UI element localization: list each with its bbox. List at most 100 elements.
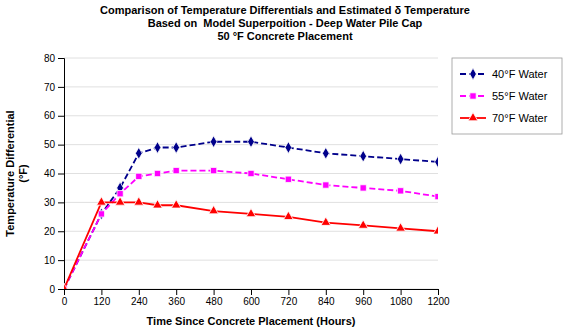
x-tick: 0 [62,289,68,307]
y-tick-mark [58,58,64,59]
y-tick-mark [58,116,64,117]
x-tick: 360 [168,289,185,307]
series-marker [173,142,180,154]
marks [64,136,438,289]
x-tick: 240 [131,289,148,307]
y-tick: 80 [44,53,64,64]
x-tick-mark [288,289,289,295]
series-marker [433,226,438,234]
x-tick: 120 [94,289,111,307]
legend-box [452,58,562,134]
x-axis-label: Time Since Concrete Placement (Hours) [147,315,356,327]
grid-line [64,86,438,87]
grid-line [64,115,438,116]
y-tick: 30 [44,197,64,208]
series-marker [435,156,438,168]
x-tick: 1200 [427,289,450,307]
series-marker [153,200,163,208]
title-line: Based on Model Superpoition - Deep Water… [148,17,423,29]
y-tick-label: 40 [44,168,56,179]
legend-label: 55°F Water [492,90,548,102]
chart: Comparison of Temperature Differentials … [0,0,570,333]
y-tick-label: 10 [44,255,56,266]
series-marker [134,197,144,205]
x-tick-label: 1080 [390,296,413,307]
series-marker [248,136,255,148]
y-tick-label: 60 [44,110,56,121]
y-tick-mark [58,87,64,88]
y-tick-mark [58,202,64,203]
legend-marker [470,68,477,80]
x-tick-label: 0 [62,296,68,307]
title: Comparison of Temperature Differentials … [100,4,470,42]
legend-item: 40°F Water [460,68,548,80]
y-tick: 60 [44,110,64,121]
plot: 0120240360480600720840960108012000102030… [44,53,450,307]
x-tick: 960 [355,289,372,307]
title-line: 50 °F Concrete Placement [217,30,353,42]
series-marker [154,170,160,176]
legend-marker [470,93,476,99]
series-line [64,142,438,289]
series-marker [98,211,104,217]
x-tick: 720 [281,289,298,307]
x-tick-mark [438,289,439,295]
series-marker [135,147,142,159]
y-axis: 0 10 20 30 40 50 60 70 80 [44,53,65,295]
y-tick-label: 80 [44,53,56,64]
x-axis: 012024036048060072084096010801200 [62,289,450,307]
x-tick-mark [139,289,140,295]
y-tick: 40 [44,168,64,179]
series-marker [322,147,329,159]
x-tick-label: 360 [168,296,185,307]
series-marker [171,200,181,208]
y-tick: 10 [44,255,64,266]
legend-label: 40°F Water [492,68,548,80]
x-tick: 480 [206,289,223,307]
x-tick-label: 240 [131,296,148,307]
y-tick: 20 [44,226,64,237]
x-tick-mark [251,289,252,295]
series-marker [136,173,142,179]
y-axis-label-line: Temperature Differential [4,110,16,236]
grid-line [64,58,438,59]
series-marker [154,142,161,154]
y-tick-mark [58,174,64,175]
y-tick-mark [58,260,64,261]
series-marker [285,142,292,154]
x-tick-mark [326,289,327,295]
series-marker [284,211,294,219]
x-tick-label: 600 [243,296,260,307]
series-marker [248,170,254,176]
series-marker [396,223,406,231]
grid [64,58,438,289]
x-tick-label: 120 [94,296,111,307]
series-marker [210,136,217,148]
series-marker [173,167,179,173]
y-tick-mark [58,231,64,232]
y-tick-label: 0 [49,284,55,295]
y-tick-mark [58,145,64,146]
y-tick: 50 [44,139,64,150]
series-marker [358,220,368,228]
x-tick-label: 480 [206,296,223,307]
series-line [64,202,438,289]
y-tick: 70 [44,82,64,93]
series-marker [321,217,331,225]
series-marker [246,208,256,216]
legend-item: 55°F Water [460,90,548,102]
grid-line [64,260,438,261]
y-tick-mark [58,289,64,290]
x-tick-mark [214,289,215,295]
series-marker [209,205,219,213]
series-marker [97,197,107,205]
y-tick-label: 70 [44,82,56,93]
series-marker [435,193,438,199]
series-marker [360,185,366,191]
y-axis-label: Temperature Differential(°F) [4,110,29,236]
y-axis-line [58,59,65,290]
x-tick-mark [401,289,402,295]
series-line [64,171,438,289]
x-tick: 600 [243,289,260,307]
x-tick-mark [101,289,102,295]
